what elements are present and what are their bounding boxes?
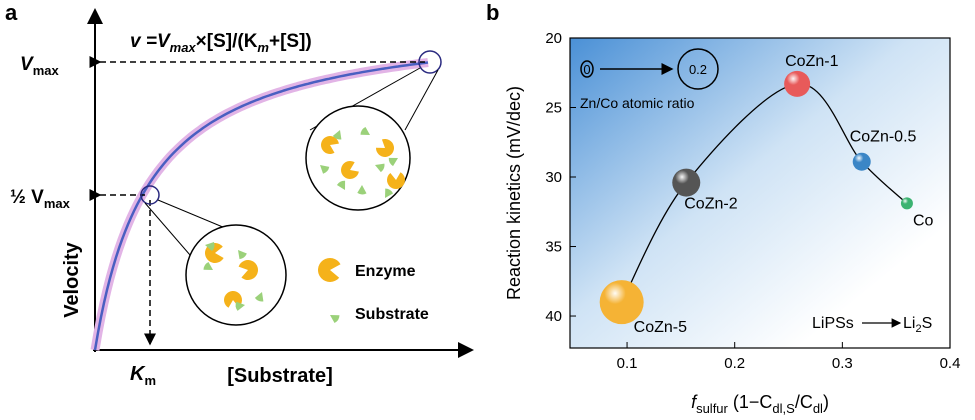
- panel-label: b: [486, 0, 499, 25]
- panel-label: a: [5, 0, 18, 25]
- enzyme-icon: [341, 161, 359, 179]
- x-tick-label: 0.4: [940, 355, 961, 372]
- half-vmax-label: ½ Vmax: [10, 187, 71, 211]
- substrate-icon: [360, 126, 370, 135]
- x-axis-label: fsulfur (1−Cdl,S/Cdl): [691, 392, 829, 416]
- ratio-circle: [580, 60, 594, 78]
- enzyme-icon: [318, 258, 341, 282]
- zoom-point: [140, 185, 160, 205]
- y-tick-label: 30: [545, 169, 562, 186]
- zoom-point: [418, 50, 442, 74]
- substrate-icon: [235, 301, 245, 311]
- point-shine: [672, 168, 701, 197]
- annotation: 0.2: [689, 62, 707, 77]
- zoom-circle: [305, 105, 411, 211]
- substrate-icon: [254, 292, 264, 302]
- plot-area: [569, 37, 951, 349]
- y-tick-label: 40: [545, 308, 562, 325]
- point-label: CoZn-0.5: [850, 129, 917, 146]
- substrate-icon: [388, 157, 399, 167]
- y-axis-label: Velocity: [61, 241, 83, 317]
- panel-b: b Reaction kinetics (mV/dec) fsulfur (1−…: [486, 0, 960, 416]
- point-label: CoZn-5: [634, 319, 687, 336]
- point-shine: [599, 280, 644, 325]
- point-label: CoZn-2: [684, 196, 737, 213]
- substrate-icon: [238, 250, 247, 260]
- annotation: Zn/Co atomic ratio: [580, 95, 695, 111]
- legend-label: Enzyme: [355, 263, 416, 280]
- x-tick-label: 0.3: [832, 355, 853, 372]
- panel-a: a v =Vmax×[S]/(Km+[S]) Vmax ½ Vmax Veloc…: [5, 0, 474, 388]
- substrate-icon: [332, 130, 342, 140]
- substrate-icon: [205, 242, 215, 251]
- vmax-label: Vmax: [20, 54, 59, 78]
- zoom-circle: [185, 224, 287, 326]
- y-tick-label: 25: [545, 100, 562, 117]
- substrate-icon: [375, 163, 385, 173]
- y-axis-label: Reaction kinetics (mV/dec): [504, 86, 524, 300]
- x-axis-label: [Substrate]: [227, 365, 333, 387]
- annotation: 0: [583, 62, 590, 77]
- substrate-icon: [336, 180, 346, 190]
- zoom-line: [144, 202, 191, 256]
- point-shine: [784, 70, 811, 97]
- enzyme-icon: [238, 260, 259, 280]
- substrate-icon: [330, 315, 340, 324]
- point-shine: [852, 152, 871, 171]
- point-shine: [900, 197, 913, 210]
- point-label: Co: [913, 212, 934, 229]
- substrate-icon: [385, 188, 394, 198]
- x-tick-label: 0.2: [724, 355, 745, 372]
- legend-label: Substrate: [355, 306, 429, 323]
- km-label: Km: [130, 363, 156, 388]
- y-tick-label: 35: [545, 239, 562, 256]
- equation: v =Vmax×[S]/(Km+[S]): [130, 31, 312, 55]
- curve: [93, 61, 429, 351]
- substrate-icon: [357, 185, 367, 195]
- enzyme-icon: [321, 136, 339, 154]
- y-tick-label: 20: [545, 30, 562, 47]
- x-tick-label: 0.1: [617, 355, 638, 372]
- enzyme-icon: [376, 139, 394, 157]
- substrate-icon: [320, 165, 330, 174]
- annotation: Li2S: [903, 315, 932, 335]
- ratio-circle: [677, 48, 719, 90]
- annotation: LiPSs: [812, 315, 854, 332]
- substrate-icon: [203, 261, 213, 271]
- zoom-line: [404, 69, 439, 131]
- point-label: CoZn-1: [785, 53, 838, 70]
- enzyme-icon: [387, 172, 405, 189]
